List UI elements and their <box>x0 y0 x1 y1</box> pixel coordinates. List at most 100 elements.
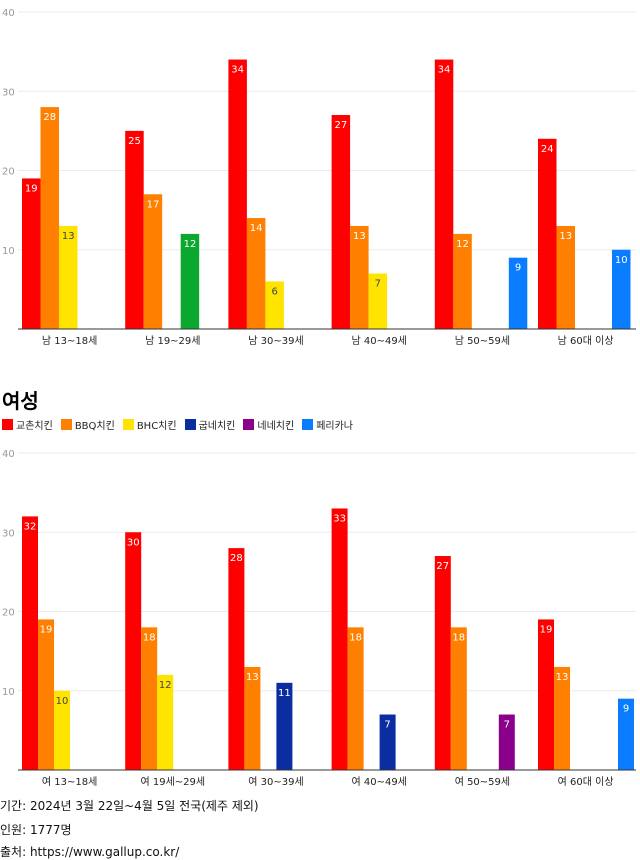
bar <box>453 233 472 329</box>
bar-value-label: 12 <box>456 239 469 250</box>
bar-value-label: 11 <box>278 688 291 699</box>
legend-label: 페리카나 <box>316 421 354 432</box>
bar-value-label: 18 <box>349 632 362 643</box>
legend-label: 교촌치킨 <box>16 421 53 432</box>
bar <box>498 714 515 770</box>
bar <box>276 682 293 770</box>
bar <box>508 257 528 329</box>
bar <box>157 674 174 770</box>
legend-swatch <box>60 419 72 430</box>
bar-value-label: 28 <box>43 112 56 123</box>
y-tick-label: 10 <box>2 687 15 698</box>
bar <box>538 138 557 329</box>
bar <box>22 178 41 329</box>
x-tick-label: 여 60대 이상 <box>558 776 614 788</box>
male-bar-chart: 10 20 30 40 19 28 13 남 13~18세 25 17 12 남 19~29세 34 14… <box>2 8 636 347</box>
bar <box>618 698 634 770</box>
bar <box>538 619 554 770</box>
legend-item[interactable]: BBQ치킨 <box>60 417 115 432</box>
bar-value-label: 17 <box>147 199 160 210</box>
bar-value-label: 6 <box>271 286 277 297</box>
x-tick-label: 여 50~59세 <box>455 776 510 788</box>
bar-value-label: 12 <box>184 239 197 250</box>
bar-value-label: 14 <box>250 223 263 234</box>
bar-value-label: 7 <box>384 720 390 731</box>
bar <box>450 627 467 770</box>
bar-value-label: 13 <box>62 231 75 242</box>
x-tick-label: 남 50~59세 <box>455 335 510 347</box>
y-tick-label: 30 <box>2 528 15 539</box>
bar <box>228 59 247 330</box>
bar-value-label: 13 <box>559 231 572 242</box>
female-bar-chart: 10 20 30 40 32 19 10 여 13~18세 30 18 12 여 19세~29세 28 1… <box>2 449 636 788</box>
x-tick-label: 여 13~18세 <box>42 776 97 788</box>
bar-value-label: 19 <box>540 624 553 635</box>
bar <box>556 225 575 329</box>
legend-item[interactable]: 네네치킨 <box>243 417 294 432</box>
x-tick-label: 여 30~39세 <box>248 776 303 788</box>
footer-period: 기간: 2024년 3월 22일~4월 5일 전국(제주 제외) <box>0 799 259 813</box>
x-tick-label: 남 19~29세 <box>145 335 200 347</box>
bar-value-label: 12 <box>159 680 172 691</box>
bar-value-label: 13 <box>556 672 569 683</box>
section-title: 여성 <box>2 389 39 413</box>
bar-value-label: 19 <box>40 624 53 635</box>
bar <box>434 59 454 330</box>
bar <box>143 194 163 329</box>
bar <box>22 516 38 770</box>
bar-value-label: 9 <box>623 704 629 715</box>
bar <box>59 225 78 329</box>
legend-item[interactable]: 페리카나 <box>302 417 353 432</box>
legend-item[interactable]: 교촌치킨 <box>2 417 53 432</box>
bar <box>554 666 570 770</box>
bar-value-label: 27 <box>334 120 347 131</box>
legend-item[interactable]: 굽네치킨 <box>184 417 235 432</box>
bar-value-label: 10 <box>56 696 69 707</box>
legend-swatch <box>184 419 196 430</box>
x-tick-label: 남 40~49세 <box>351 335 406 347</box>
bar <box>331 115 351 330</box>
bar-value-label: 7 <box>504 720 510 731</box>
y-tick-label: 30 <box>2 87 15 98</box>
legend-swatch <box>243 419 255 430</box>
bar-value-label: 7 <box>375 279 381 290</box>
bar <box>125 532 142 770</box>
x-tick-label: 남 60대 이상 <box>558 335 614 347</box>
x-tick-label: 여 19세~29세 <box>140 776 205 788</box>
y-tick-label: 10 <box>2 246 15 257</box>
bar-value-label: 10 <box>615 255 628 266</box>
bar <box>40 107 59 329</box>
footer-source[interactable]: 출처: https://www.gallup.co.kr/ <box>0 845 180 859</box>
legend-swatch <box>302 419 314 430</box>
bar <box>54 690 70 770</box>
bar-value-label: 34 <box>231 65 244 76</box>
x-tick-label: 남 30~39세 <box>248 335 303 347</box>
bar-value-label: 27 <box>436 561 449 572</box>
legend-swatch <box>122 419 134 430</box>
legend-label: BBQ치킨 <box>74 421 115 432</box>
bar-value-label: 25 <box>128 136 141 147</box>
y-tick-label: 20 <box>2 167 15 178</box>
bar-value-label: 32 <box>24 521 37 532</box>
bar-value-label: 34 <box>438 65 451 76</box>
footer-sample: 인원: 1777명 <box>0 823 72 837</box>
bar-value-label: 28 <box>230 553 243 564</box>
bar <box>368 273 388 329</box>
bar <box>38 619 54 770</box>
bar-value-label: 24 <box>541 144 554 155</box>
bar <box>347 627 364 770</box>
y-tick-label: 40 <box>2 8 15 19</box>
bar-value-label: 33 <box>333 513 346 524</box>
bar <box>612 249 631 329</box>
bar <box>265 281 284 329</box>
x-tick-label: 여 40~49세 <box>351 776 406 788</box>
legend-label: BHC치킨 <box>136 421 177 432</box>
bar <box>331 508 348 770</box>
bar-value-label: 13 <box>246 672 259 683</box>
bar-value-label: 9 <box>515 263 521 274</box>
legend-swatch <box>2 419 13 430</box>
bar <box>180 233 200 329</box>
legend-label: 네네치킨 <box>257 421 295 432</box>
bar <box>434 556 451 770</box>
legend-item[interactable]: BHC치킨 <box>122 417 177 432</box>
